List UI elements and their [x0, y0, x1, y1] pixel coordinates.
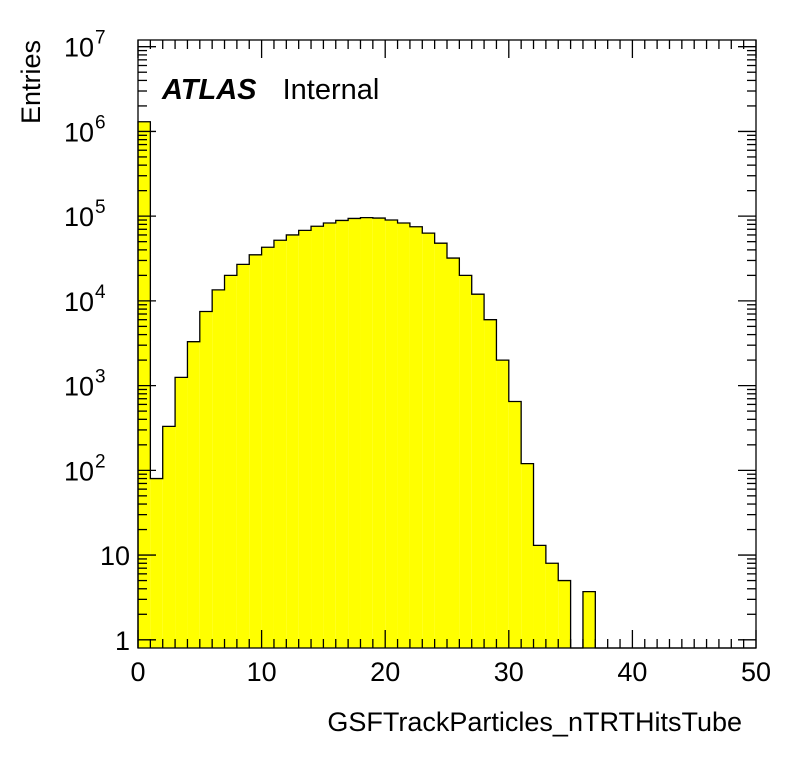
atlas-label: ATLAS Internal — [161, 74, 379, 106]
histogram-bar — [249, 254, 262, 648]
histogram-bar — [335, 220, 349, 648]
y-tick-label: 10 — [64, 202, 94, 232]
atlas-label-normal: Internal — [283, 74, 380, 106]
histogram-bar — [459, 275, 472, 648]
histogram-bar — [447, 258, 460, 648]
histogram-bar — [582, 591, 596, 648]
x-tick-label: 0 — [130, 657, 145, 687]
x-tick-label: 20 — [370, 657, 400, 687]
histogram-bar — [484, 319, 497, 648]
histogram-bar — [162, 426, 176, 648]
histogram-bar — [372, 218, 386, 648]
histogram-bar — [261, 247, 274, 648]
histogram-bar — [212, 289, 225, 648]
atlas-label-bold: ATLAS — [161, 74, 257, 106]
y-axis-label: Entries — [16, 40, 46, 124]
plot-frame — [137, 39, 757, 649]
histogram-bar — [471, 294, 485, 648]
y-tick-exponent: 4 — [95, 282, 106, 303]
histogram-bar — [199, 311, 213, 648]
y-tick-label: 10 — [64, 456, 94, 486]
histogram-bar — [323, 223, 336, 648]
histogram-bar — [286, 234, 299, 648]
histogram-bar — [175, 377, 188, 648]
histogram-bar — [187, 341, 200, 648]
histogram-bar — [422, 233, 435, 648]
x-tick-label: 40 — [617, 657, 647, 687]
histogram-bar — [360, 217, 373, 648]
y-tick-label: 1 — [115, 626, 130, 656]
y-tick-exponent: 6 — [95, 112, 106, 133]
histogram-bar — [409, 226, 423, 649]
histogram-bars — [138, 121, 596, 649]
histogram-bar — [521, 463, 534, 648]
histogram-bar — [533, 545, 546, 648]
histogram-bar — [348, 218, 361, 648]
histogram-bar — [236, 264, 250, 648]
y-tick-exponent: 5 — [95, 197, 106, 218]
y-tick-exponent: 2 — [95, 451, 106, 472]
histogram-bar — [273, 240, 287, 648]
y-tick-label: 10 — [64, 372, 94, 402]
x-axis-label: GSFTrackParticles_nTRTHitsTube — [327, 707, 742, 737]
histogram-bar — [496, 360, 509, 648]
histogram-bar — [558, 580, 571, 648]
histogram-bar — [224, 275, 237, 648]
y-tick-label: 10 — [64, 287, 94, 317]
histogram-bar — [397, 223, 410, 648]
y-tick-exponent: 3 — [95, 367, 106, 388]
histogram-bar — [298, 230, 312, 649]
axis-ticks — [137, 40, 757, 648]
x-tick-label: 10 — [247, 657, 277, 687]
histogram-outline — [137, 121, 756, 649]
x-tick-labels: 0 10 20 30 40 50 — [130, 657, 771, 687]
y-tick-exponent: 7 — [95, 28, 106, 49]
histogram-bar — [311, 226, 324, 649]
x-tick-label: 50 — [741, 657, 771, 687]
histogram-bar — [138, 121, 151, 649]
histogram-bar — [545, 563, 559, 648]
histogram-bar — [508, 401, 522, 648]
y-tick-label: 10 — [64, 117, 94, 147]
histogram-bar — [150, 478, 163, 648]
y-tick-label: 10 — [100, 541, 130, 571]
x-tick-label: 30 — [494, 657, 524, 687]
histogram-bar — [385, 220, 398, 648]
histogram-bar — [434, 243, 447, 648]
y-tick-label: 10 — [64, 33, 94, 63]
